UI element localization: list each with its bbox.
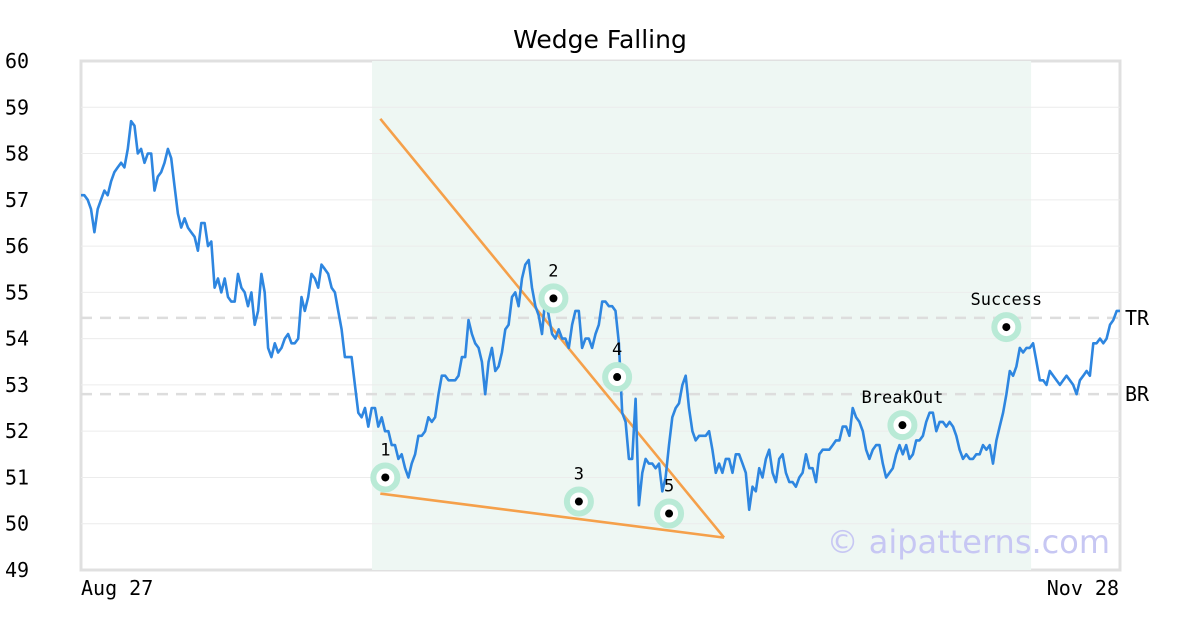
- pattern-shade: [372, 61, 1032, 570]
- price-series-line: [81, 119, 1120, 512]
- point-label-4: 4: [612, 340, 622, 360]
- y-tick-label: 60: [5, 49, 29, 73]
- level-label-br: BR: [1125, 382, 1150, 406]
- point-label-2: 2: [548, 261, 558, 281]
- y-tick-label: 53: [5, 373, 29, 397]
- watermark-text: © aipatterns.com: [827, 523, 1110, 561]
- y-tick-label: 56: [5, 234, 29, 258]
- point-label-success: Success: [971, 290, 1043, 310]
- lower-trendline: [380, 492, 725, 539]
- point-label-3: 3: [574, 465, 584, 485]
- point-dot-1: [381, 473, 390, 482]
- point-dot-2: [549, 294, 558, 303]
- y-tick-label: 54: [5, 327, 29, 351]
- x-tick-label-end: Nov 28: [1047, 576, 1119, 600]
- y-tick-label: 57: [5, 188, 29, 212]
- y-tick-label: 49: [5, 558, 29, 582]
- point-label-5: 5: [664, 477, 674, 497]
- level-label-tr: TR: [1125, 306, 1150, 330]
- point-dot-4: [613, 373, 622, 382]
- point-dot-5: [665, 509, 674, 518]
- point-dot-3: [574, 497, 583, 506]
- y-tick-label: 51: [5, 465, 29, 489]
- chart-title: Wedge Falling: [513, 25, 687, 54]
- x-tick-label-start: Aug 27: [81, 576, 153, 600]
- point-dot-breakout: [898, 421, 907, 430]
- point-label-1: 1: [380, 440, 390, 460]
- point-dot-success: [1002, 323, 1011, 332]
- y-tick-label: 59: [5, 95, 29, 119]
- y-tick-label: 58: [5, 142, 29, 166]
- y-tick-label: 52: [5, 419, 29, 443]
- y-tick-label: 55: [5, 280, 29, 304]
- point-label-breakout: BreakOut: [861, 388, 943, 408]
- y-tick-label: 50: [5, 512, 29, 536]
